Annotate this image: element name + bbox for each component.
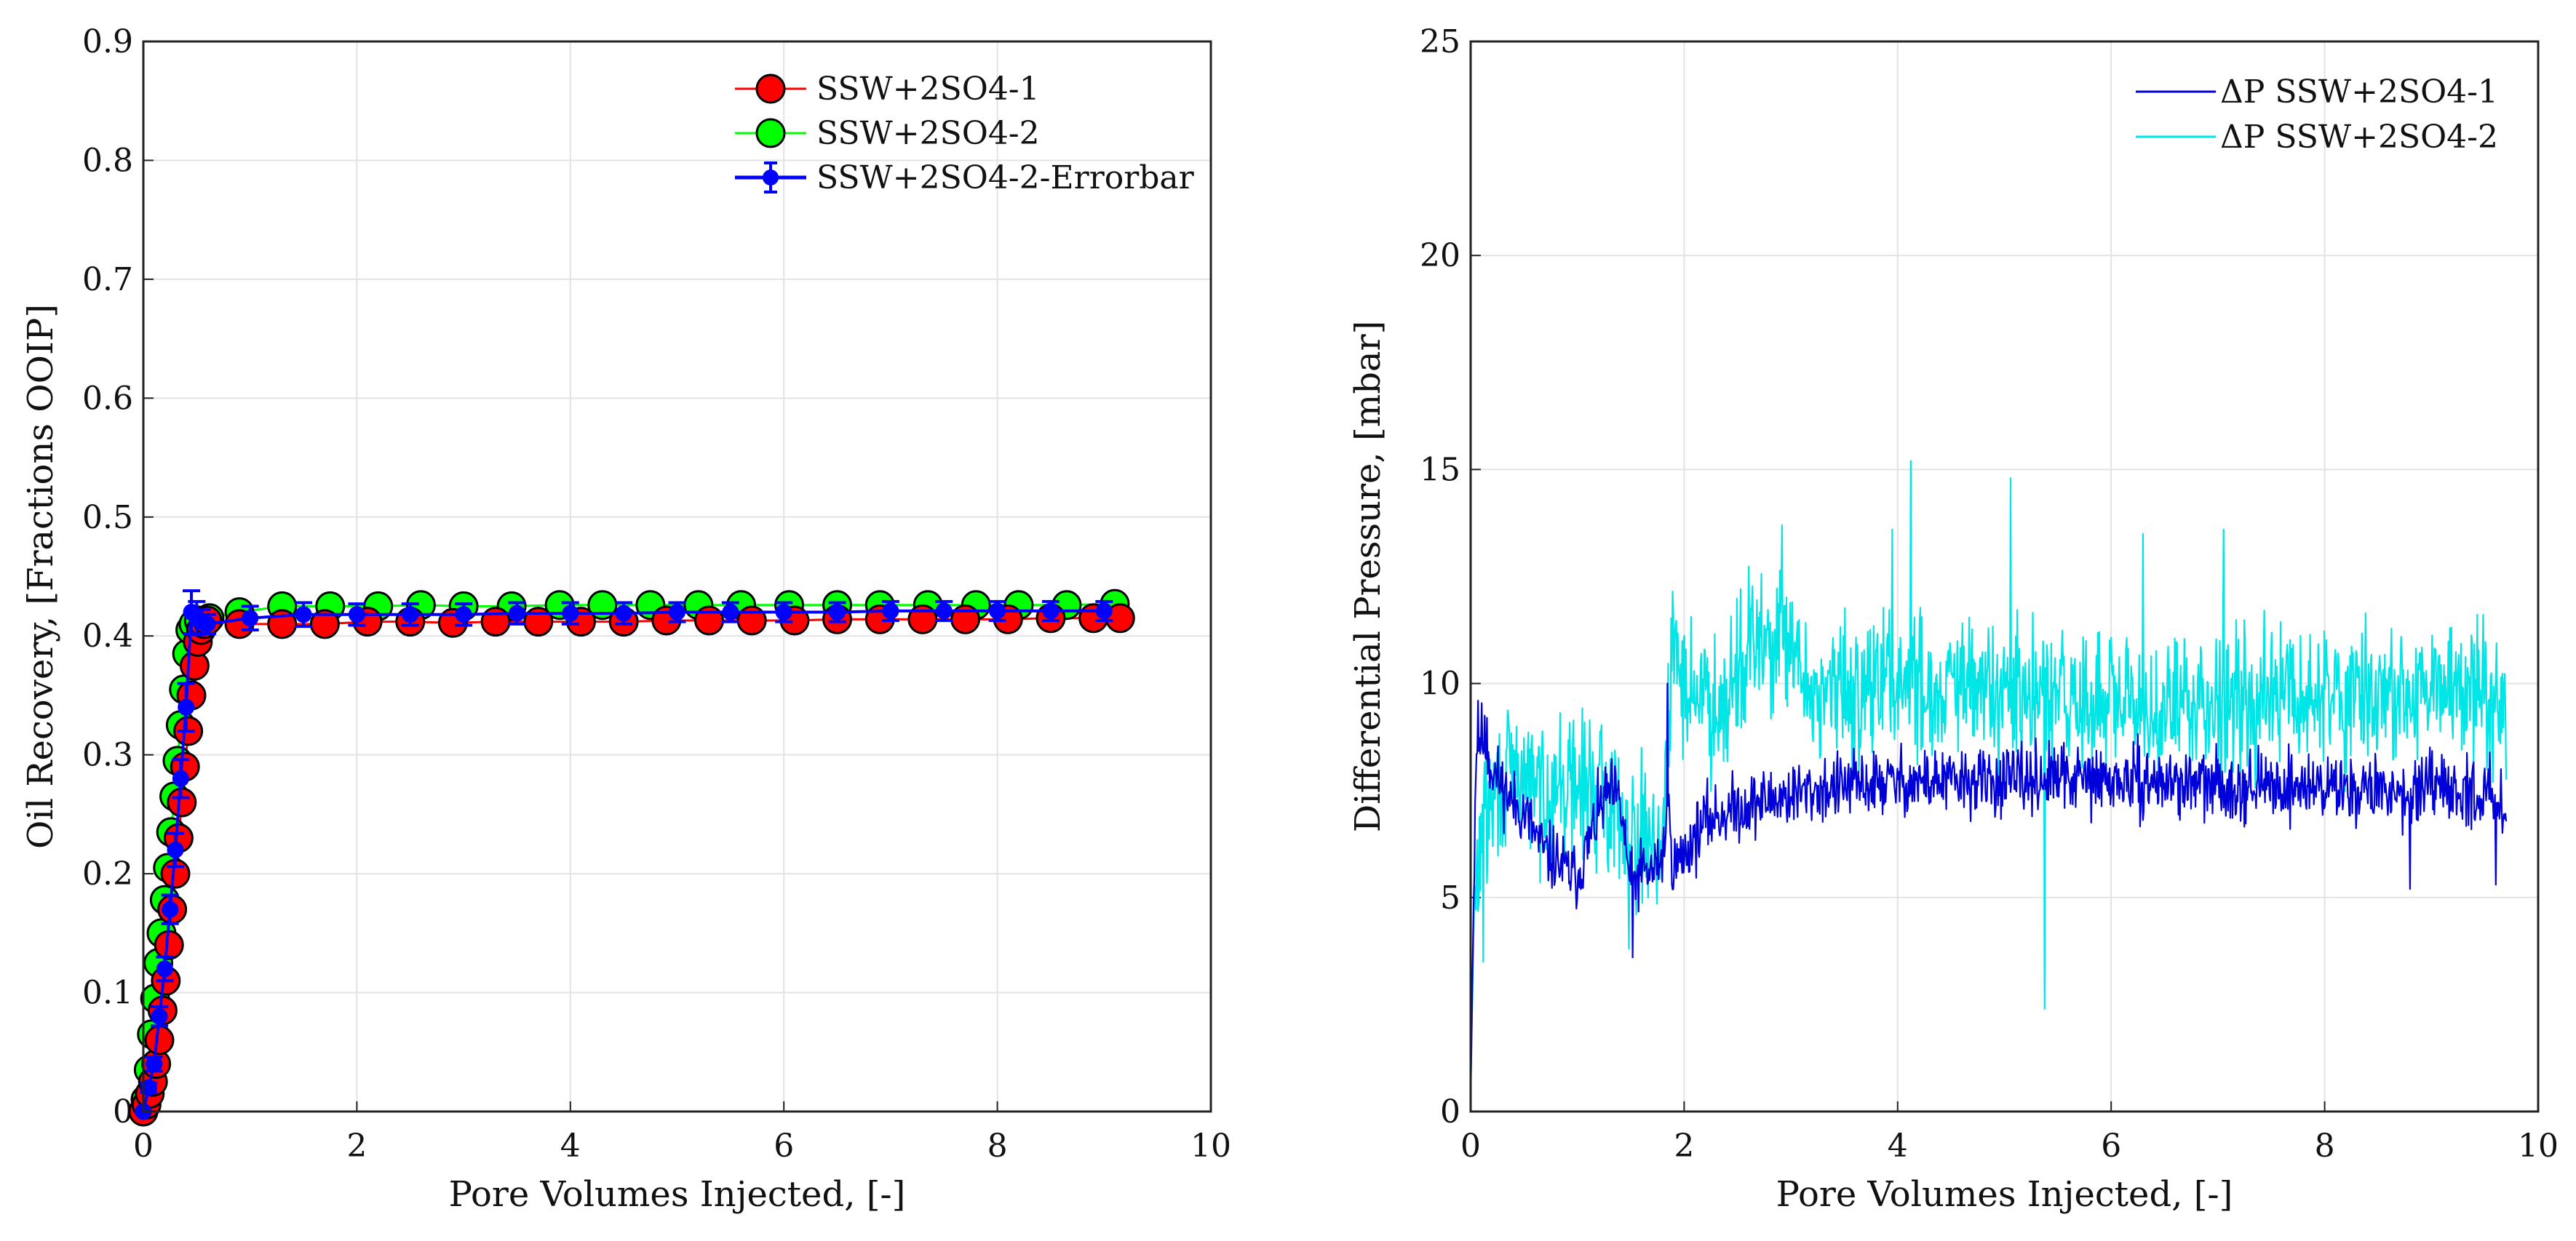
series-3-point (178, 698, 195, 716)
series-3-point (151, 1007, 168, 1025)
y-tick-label: 0.9 (82, 23, 133, 60)
series-1-line (1471, 682, 2508, 1099)
series-1-point (309, 609, 340, 639)
series-1-point (144, 1025, 175, 1056)
series-3-point (508, 604, 525, 622)
x-tick-label: 2 (1674, 1128, 1694, 1165)
series-3-point (1042, 602, 1060, 620)
x-axis-label: Pore Volumes Injected, [-] (449, 1174, 906, 1215)
series-3-point (882, 602, 899, 620)
y-tick-label: 5 (1440, 879, 1460, 917)
x-tick-label: 6 (2101, 1128, 2121, 1165)
differential-pressure-chart: 0 2 4 6 8 10 0 5 10 15 20 25 Pore Volumes Injected, … (1348, 23, 2559, 1215)
x-tick-label: 10 (1190, 1128, 1231, 1165)
y-axis-label: Differential Pressure, [mbar] (1348, 321, 1388, 832)
legend-label: ΔP SSW+2SO4-1 (2220, 73, 2498, 111)
y-tick-label: 10 (1420, 666, 1460, 703)
y-tick-label: 0.2 (82, 855, 133, 893)
y-tick-label: 0 (1440, 1093, 1460, 1130)
series-3-point (775, 604, 792, 621)
plot-area (1471, 41, 2538, 1112)
legend-marker (755, 118, 786, 148)
x-axis-label: Pore Volumes Injected, [-] (1776, 1174, 2233, 1215)
series-2-line (1471, 460, 2508, 1090)
legend-label: SSW+2SO4-2-Errorbar (816, 159, 1195, 196)
x-tick-label: 10 (2518, 1128, 2559, 1165)
series-3-point (140, 1079, 157, 1096)
x-tick-label: 8 (2315, 1128, 2335, 1165)
legend: ΔP SSW+2SO4-1 ΔP SSW+2SO4-2 (2136, 73, 2498, 156)
series-3-point (722, 604, 739, 621)
y-tick-label: 15 (1420, 451, 1460, 488)
plot-frame (142, 40, 1212, 1113)
oil-recovery-chart: 0 2 4 6 8 1000.10.20.30.40.50.60.70.80.9Pore … (20, 23, 1231, 1215)
series-3-point (1095, 602, 1113, 620)
series-3-point (615, 604, 632, 622)
legend: SSW+2SO4-1 SSW+2SO4-2 SSW+2SO4-2-Errorbar (735, 71, 1195, 196)
series-3-point (242, 610, 259, 627)
legend-label: SSW+2SO4-2 (816, 115, 1040, 152)
x-tick-label: 8 (987, 1128, 1008, 1165)
series-3-point (455, 606, 472, 623)
y-axis-label: Oil Recovery, [Fractions OOIP] (20, 304, 61, 849)
y-tick-label: 0.3 (82, 737, 133, 774)
series-3-point (562, 604, 579, 622)
legend-label: ΔP SSW+2SO4-2 (2220, 119, 2498, 156)
legend-label: SSW+2SO4-1 (816, 71, 1040, 108)
plot-area (143, 41, 1211, 1112)
series-3-point (348, 606, 365, 623)
x-tick-label: 4 (560, 1128, 581, 1165)
x-tick-label: 6 (774, 1128, 794, 1165)
x-tick-label: 0 (1460, 1128, 1481, 1165)
plot-frame (1469, 40, 2540, 1113)
y-tick-label: 0.7 (82, 261, 133, 298)
series-3-point (167, 841, 184, 858)
series-3-point (829, 604, 846, 621)
series-3-point (935, 602, 953, 620)
y-tick-label: 0.8 (82, 142, 133, 179)
series-3-point (156, 960, 173, 978)
series-3-point (402, 606, 419, 623)
series-3-point (172, 770, 189, 787)
x-tick-label: 4 (1888, 1128, 1908, 1165)
y-tick-label: 20 (1420, 237, 1460, 274)
y-tick-label: 0.1 (82, 975, 133, 1012)
series-3-point (989, 602, 1006, 620)
series-3-point (162, 901, 179, 918)
x-tick-label: 2 (346, 1128, 367, 1165)
series-3-point (669, 604, 685, 621)
y-tick-label: 0.4 (82, 618, 133, 655)
y-tick-label: 25 (1420, 23, 1460, 60)
series-1-point (480, 607, 511, 637)
series-3-point (199, 615, 216, 633)
x-tick-label: 0 (133, 1128, 154, 1165)
legend-marker (755, 73, 786, 104)
y-tick-label: 0.6 (82, 380, 133, 417)
series-3-point (295, 606, 312, 623)
legend-marker (763, 169, 779, 185)
plot-marks (128, 588, 1135, 1127)
series-3-point (146, 1056, 163, 1073)
plot-marks (1471, 460, 2508, 1099)
y-tick-label: 0.5 (82, 499, 133, 536)
